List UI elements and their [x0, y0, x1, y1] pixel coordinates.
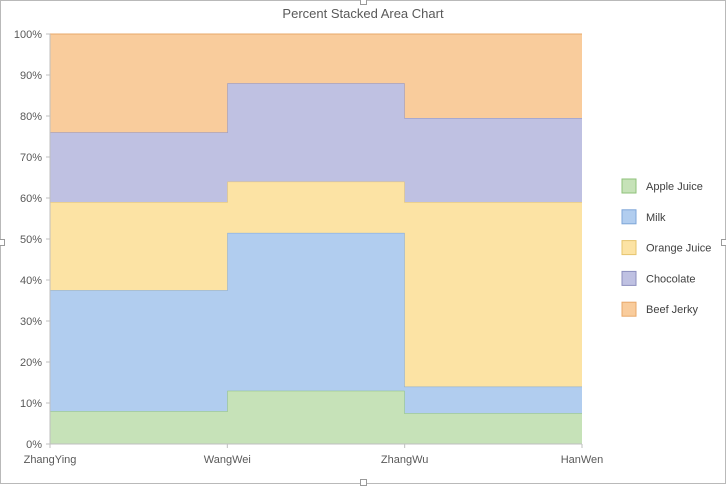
axes: 0% 10% 20% 30% 40% 50% 60% 70% 80% 90% 100% ZhangYi… — [14, 29, 603, 466]
area-orange-juice — [50, 181, 582, 387]
y-tick-label: 10% — [20, 398, 42, 410]
legend-label-apple-juice: Apple Juice — [646, 181, 703, 193]
legend-swatch-milk — [621, 209, 637, 225]
legend-label-chocolate: Chocolate — [646, 273, 696, 285]
area-beef-jerky — [50, 34, 582, 133]
legend-label-orange-juice: Orange Juice — [646, 243, 711, 255]
y-tick-label: 20% — [20, 357, 42, 369]
y-tick-label: 60% — [20, 193, 42, 205]
x-tick-label: WangWei — [204, 454, 251, 466]
legend: Apple Juice Milk Orange Juice Chocolate Beef… — [621, 178, 711, 317]
chart-title: Percent Stacked Area Chart — [282, 6, 444, 21]
resize-handle-left[interactable] — [0, 239, 5, 246]
y-tick-label: 90% — [20, 70, 42, 82]
y-tick-label: 40% — [20, 275, 42, 287]
plot-area — [50, 33, 582, 444]
area-chocolate — [50, 83, 582, 203]
legend-swatch-chocolate — [621, 270, 637, 286]
legend-swatch-beef-jerky — [621, 301, 637, 317]
x-tick-label: HanWen — [561, 454, 604, 466]
y-tick-label: 50% — [20, 234, 42, 246]
y-tick-label: 80% — [20, 111, 42, 123]
legend-swatch-orange-juice — [621, 240, 637, 256]
y-tick-label: 30% — [20, 316, 42, 328]
legend-swatch-apple-juice — [621, 178, 637, 194]
x-tick-label: ZhangYing — [24, 454, 77, 466]
y-tick-label: 100% — [14, 29, 42, 41]
resize-handle-top[interactable] — [360, 0, 367, 5]
resize-handle-right[interactable] — [721, 239, 726, 246]
legend-label-beef-jerky: Beef Jerky — [646, 304, 698, 316]
x-tick-label: ZhangWu — [381, 454, 429, 466]
y-tick-label: 70% — [20, 152, 42, 164]
legend-label-milk: Milk — [646, 212, 666, 224]
area-apple-juice — [50, 390, 582, 444]
area-milk — [50, 232, 582, 414]
y-tick-label: 0% — [26, 439, 42, 451]
